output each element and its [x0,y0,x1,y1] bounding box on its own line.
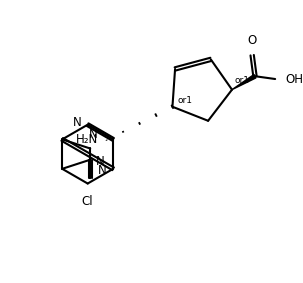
Text: or1: or1 [178,96,192,105]
Text: N: N [98,164,107,177]
Text: or1: or1 [234,76,249,85]
Text: N: N [73,116,82,129]
Polygon shape [232,74,256,90]
Text: O: O [248,34,257,47]
Text: N: N [96,155,105,168]
Text: Cl: Cl [82,195,94,208]
Text: H₂N: H₂N [75,133,98,146]
Text: OH: OH [285,72,303,85]
Text: N: N [88,128,97,142]
